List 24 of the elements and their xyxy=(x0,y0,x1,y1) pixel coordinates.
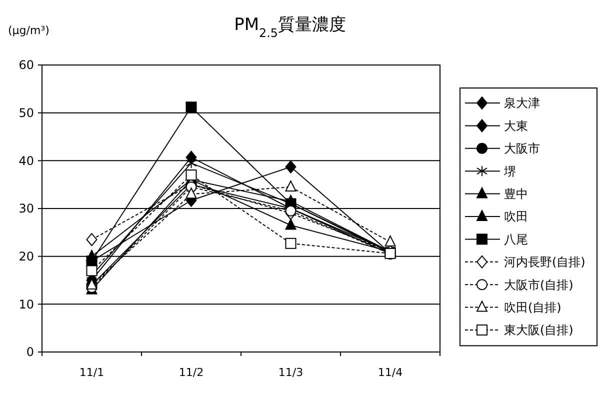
x-tick-label: 11/1 xyxy=(79,366,104,379)
y-tick-label: 60 xyxy=(18,58,34,72)
legend-label: 八尾 xyxy=(504,232,528,246)
legend-label: 大阪市 xyxy=(504,142,540,156)
x-tick-label: 11/4 xyxy=(378,366,403,379)
legend-label: 吹田(自排) xyxy=(504,300,562,314)
x-tick-label: 11/2 xyxy=(178,366,204,379)
legend-label: 堺 xyxy=(503,164,516,178)
legend-label: 東大阪(自排) xyxy=(504,323,574,338)
x-tick-label: 11/3 xyxy=(278,366,304,379)
y-tick-label: 50 xyxy=(18,106,34,120)
legend-label: 河内長野(自排) xyxy=(504,255,586,270)
y-tick-label: 0 xyxy=(26,345,34,360)
y-tick-label: 20 xyxy=(18,250,34,264)
y-tick-label: 30 xyxy=(18,202,34,216)
y-axis-title: (μg/m³) xyxy=(8,24,50,37)
legend-label: 大阪市(自排) xyxy=(504,278,574,292)
y-tick-label: 10 xyxy=(18,297,34,312)
legend-label: 豊中 xyxy=(504,187,528,201)
y-tick-label: 40 xyxy=(18,154,34,168)
legend-label: 吹田 xyxy=(504,210,528,224)
chart-title: PM$_{2.5}$質量濃度 xyxy=(234,15,346,40)
legend-label: 大東 xyxy=(504,118,528,133)
legend-label: 泉大津 xyxy=(504,96,540,110)
